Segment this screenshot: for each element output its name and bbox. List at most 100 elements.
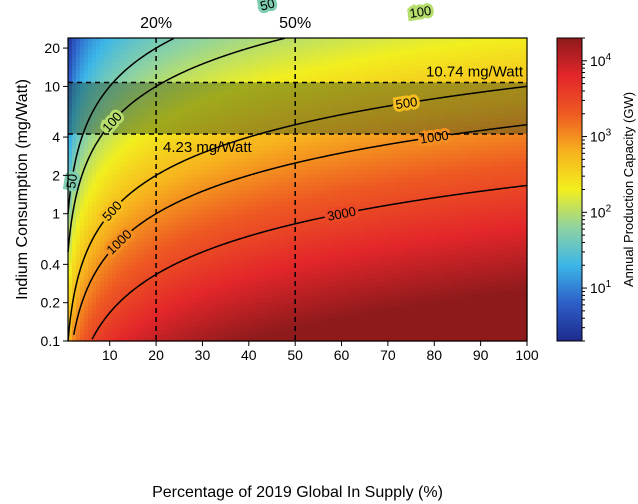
heatmap-cell bbox=[288, 82, 293, 87]
heatmap-cell bbox=[160, 62, 165, 67]
heatmap-cell bbox=[152, 130, 157, 135]
heatmap-cell bbox=[268, 318, 273, 323]
heatmap-cell bbox=[192, 234, 197, 239]
heatmap-cell bbox=[224, 294, 229, 299]
heatmap-cell bbox=[176, 94, 181, 99]
heatmap-cell bbox=[168, 326, 173, 331]
heatmap-cell bbox=[200, 142, 205, 147]
heatmap-cell bbox=[328, 222, 333, 227]
heatmap-cell bbox=[128, 94, 133, 99]
heatmap-cell bbox=[112, 290, 117, 295]
heatmap-cell bbox=[188, 306, 193, 311]
heatmap-cell bbox=[272, 170, 277, 175]
heatmap-cell bbox=[188, 46, 193, 51]
heatmap-cell bbox=[168, 238, 173, 243]
heatmap-cell bbox=[132, 250, 137, 255]
heatmap-cell bbox=[160, 258, 165, 263]
heatmap-cell bbox=[280, 50, 285, 55]
heatmap-cell bbox=[316, 278, 321, 283]
heatmap-cell bbox=[132, 298, 137, 303]
heatmap-cell bbox=[140, 314, 145, 319]
heatmap-cell bbox=[116, 106, 121, 111]
heatmap-cell bbox=[128, 282, 133, 287]
heatmap-cell bbox=[172, 42, 177, 47]
heatmap-cell bbox=[308, 334, 313, 339]
heatmap-cell bbox=[76, 246, 81, 251]
heatmap-cell bbox=[228, 226, 233, 231]
heatmap-cell bbox=[160, 90, 165, 95]
heatmap-cell bbox=[144, 174, 149, 179]
heatmap-cell bbox=[136, 298, 141, 303]
heatmap-cell bbox=[224, 90, 229, 95]
heatmap-cell bbox=[76, 330, 81, 335]
heatmap-cell bbox=[324, 106, 329, 111]
heatmap-cell bbox=[180, 250, 185, 255]
heatmap-cell bbox=[124, 306, 129, 311]
heatmap-cell bbox=[328, 230, 333, 235]
heatmap-cell bbox=[200, 130, 205, 135]
heatmap-cell bbox=[268, 298, 273, 303]
heatmap-cell bbox=[104, 258, 109, 263]
heatmap-cell bbox=[320, 330, 325, 335]
heatmap-cell bbox=[224, 326, 229, 331]
heatmap-cell bbox=[136, 330, 141, 335]
heatmap-cell bbox=[164, 106, 169, 111]
heatmap-cell bbox=[120, 230, 125, 235]
heatmap-cell bbox=[204, 58, 209, 63]
heatmap-cell bbox=[296, 242, 301, 247]
heatmap-cell bbox=[168, 162, 173, 167]
heatmap-cell bbox=[304, 130, 309, 135]
heatmap-cell bbox=[304, 102, 309, 107]
heatmap-cell bbox=[204, 134, 209, 139]
heatmap-cell bbox=[240, 242, 245, 247]
heatmap-cell bbox=[324, 242, 329, 247]
heatmap-cell bbox=[204, 202, 209, 207]
heatmap-cell bbox=[272, 62, 277, 67]
heatmap-cell bbox=[108, 130, 113, 135]
heatmap-cell bbox=[248, 238, 253, 243]
heatmap-cell bbox=[124, 334, 129, 339]
heatmap-cell bbox=[124, 246, 129, 251]
heatmap-cell bbox=[164, 338, 169, 342]
heatmap-cell bbox=[104, 218, 109, 223]
heatmap-cell bbox=[156, 158, 161, 163]
heatmap-cell bbox=[288, 118, 293, 123]
heatmap-cell bbox=[112, 162, 117, 167]
heatmap-cell bbox=[96, 338, 101, 342]
heatmap-cell bbox=[280, 38, 285, 43]
heatmap-cell bbox=[196, 234, 201, 239]
heatmap-cell bbox=[84, 254, 89, 259]
heatmap-cell bbox=[232, 94, 237, 99]
heatmap-cell bbox=[124, 238, 129, 243]
heatmap-cell bbox=[168, 202, 173, 207]
heatmap-cell bbox=[104, 194, 109, 199]
heatmap-cell bbox=[324, 294, 329, 299]
heatmap-cell bbox=[196, 282, 201, 287]
heatmap-cell bbox=[216, 142, 221, 147]
heatmap-cell bbox=[268, 270, 273, 275]
heatmap-cell bbox=[108, 290, 113, 295]
heatmap-cell bbox=[232, 166, 237, 171]
heatmap-cell bbox=[220, 250, 225, 255]
heatmap-cell bbox=[268, 186, 273, 191]
heatmap-cell bbox=[308, 66, 313, 71]
heatmap-cell bbox=[252, 270, 257, 275]
heatmap-cell bbox=[176, 62, 181, 67]
heatmap-cell bbox=[240, 226, 245, 231]
heatmap-cell bbox=[152, 122, 157, 127]
heatmap-cell bbox=[144, 122, 149, 127]
heatmap-cell bbox=[204, 142, 209, 147]
heatmap-cell bbox=[104, 110, 109, 115]
heatmap-cell bbox=[140, 142, 145, 147]
heatmap-cell bbox=[244, 122, 249, 127]
heatmap-cell bbox=[156, 114, 161, 119]
heatmap-cell bbox=[220, 302, 225, 307]
heatmap-cell bbox=[276, 122, 281, 127]
heatmap-cell bbox=[116, 94, 121, 99]
heatmap-cell bbox=[252, 134, 257, 139]
heatmap-cell bbox=[212, 150, 217, 155]
heatmap-cell bbox=[192, 70, 197, 75]
heatmap-cell bbox=[188, 90, 193, 95]
heatmap-cell bbox=[108, 186, 113, 191]
heatmap-cell bbox=[152, 238, 157, 243]
